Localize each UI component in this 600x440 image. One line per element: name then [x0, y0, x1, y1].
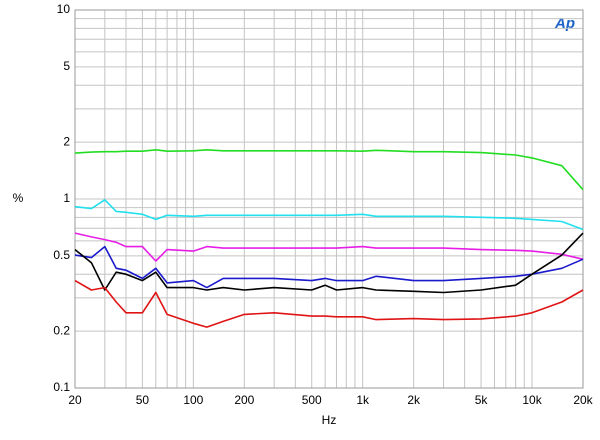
y-tick-label: 1 [63, 191, 70, 205]
x-tick-label: 5k [475, 393, 489, 407]
x-tick-label: 50 [136, 393, 150, 407]
x-axis-label: Hz [322, 413, 337, 427]
y-tick-label: 0.5 [53, 248, 70, 262]
series-line [74, 232, 584, 262]
series-line [74, 199, 584, 231]
y-axis-label: % [13, 191, 24, 205]
x-tick-label: 10k [522, 393, 542, 407]
x-tick-label: 1k [356, 393, 370, 407]
series-line [74, 279, 584, 328]
x-tick-label: 500 [302, 393, 322, 407]
y-tick-label: 5 [63, 59, 70, 73]
logo: Ap [554, 15, 575, 32]
y-tick-label: 0.2 [53, 323, 70, 337]
x-tick-label: 2k [407, 393, 421, 407]
series-line [74, 232, 584, 294]
x-tick-label: 20 [68, 393, 82, 407]
series-line [74, 245, 584, 289]
y-tick-label: 2 [63, 134, 70, 148]
x-tick-label: 200 [234, 393, 254, 407]
y-tick-label: 0.1 [53, 380, 70, 394]
x-tick-label: 20k [573, 393, 593, 407]
series-line [74, 149, 584, 191]
x-tick-label: 100 [183, 393, 203, 407]
y-tick-label: 10 [57, 2, 71, 16]
plot-border [74, 9, 584, 389]
